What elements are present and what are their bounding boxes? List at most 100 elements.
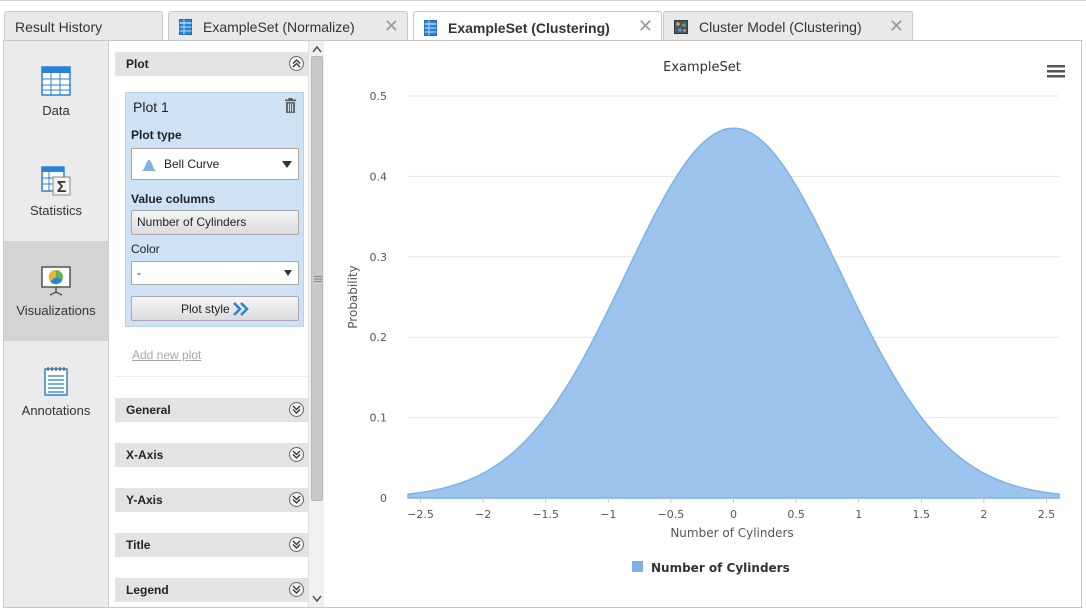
close-icon[interactable]: ✕ xyxy=(637,16,653,36)
plot-1-card: Plot 1 Plot type Bell Curve xyxy=(125,92,304,327)
section-general-header[interactable]: General xyxy=(115,398,308,422)
x-tick-label: −1 xyxy=(600,508,616,521)
data-table-icon xyxy=(41,66,71,96)
tab-label: Cluster Model (Clustering) xyxy=(699,19,862,35)
y-tick-label: 0.1 xyxy=(370,412,388,425)
scroll-up-icon[interactable] xyxy=(311,44,323,56)
tab-bar: Result History ExampleSet (Normalize) ✕ … xyxy=(0,0,1086,43)
sidebar-item-label: Data xyxy=(42,103,70,118)
color-select[interactable]: - xyxy=(131,261,299,285)
panel-scrollbar[interactable] xyxy=(308,41,324,607)
section-title: Title xyxy=(126,538,151,552)
section-legend-header[interactable]: Legend xyxy=(115,578,308,602)
value-columns-field[interactable]: Number of Cylinders xyxy=(131,210,299,235)
visualizations-chart-icon xyxy=(41,266,71,296)
section-title-header[interactable]: Title xyxy=(115,533,308,557)
tab-label: Result History xyxy=(15,19,103,35)
legend-label: Number of Cylinders xyxy=(651,561,790,575)
section-title: X-Axis xyxy=(126,448,164,462)
x-tick-label: 0.5 xyxy=(787,508,805,521)
table-icon xyxy=(424,19,437,36)
annotations-notepad-icon xyxy=(44,367,68,396)
y-tick-label: 0.3 xyxy=(370,251,388,264)
scroll-thumb[interactable] xyxy=(311,56,323,501)
svg-text:Σ: Σ xyxy=(57,179,67,196)
section-x-axis-header[interactable]: X-Axis xyxy=(115,443,308,467)
tab-exampleset-clustering[interactable]: ExampleSet (Clustering) ✕ xyxy=(413,11,662,43)
color-label: Color xyxy=(131,242,160,256)
plot-type-value: Bell Curve xyxy=(164,157,220,171)
expand-icon[interactable] xyxy=(289,492,304,507)
statistics-sigma-icon: Σ xyxy=(41,166,71,196)
close-icon[interactable]: ✕ xyxy=(383,16,399,36)
y-tick-label: 0.5 xyxy=(370,90,388,103)
results-frame: Data Σ Statistics xyxy=(3,40,1082,608)
plot-type-label: Plot type xyxy=(131,128,182,142)
view-sidebar: Data Σ Statistics xyxy=(4,41,109,607)
x-tick-label: 0 xyxy=(730,508,737,521)
section-title: General xyxy=(126,403,171,417)
plot-style-button[interactable]: Plot style xyxy=(131,296,299,321)
sidebar-item-label: Statistics xyxy=(29,203,82,218)
tab-exampleset-normalize[interactable]: ExampleSet (Normalize) ✕ xyxy=(168,11,408,42)
tab-label: ExampleSet (Clustering) xyxy=(448,19,610,36)
x-tick-label: −0.5 xyxy=(658,508,685,521)
x-tick-label: 1 xyxy=(855,508,862,521)
sidebar-item-label: Visualizations xyxy=(16,303,96,318)
sidebar-item-annotations[interactable]: Annotations xyxy=(4,341,108,441)
series-area-number-of-cylinders xyxy=(407,127,1060,499)
tab-result-history[interactable]: Result History xyxy=(4,11,163,42)
expand-icon[interactable] xyxy=(289,582,304,597)
chart-menu-icon[interactable] xyxy=(1047,63,1065,79)
x-tick-label: −2.5 xyxy=(407,508,434,521)
y-tick-label: 0.4 xyxy=(370,170,388,183)
y-axis-label: Probability xyxy=(346,265,360,328)
x-tick-label: −2 xyxy=(475,508,491,521)
sidebar-item-data[interactable]: Data xyxy=(4,41,108,141)
expand-icon[interactable] xyxy=(289,402,304,417)
cluster-model-icon xyxy=(674,20,688,34)
close-icon[interactable]: ✕ xyxy=(888,16,904,36)
x-tick-label: −1.5 xyxy=(532,508,559,521)
plot-type-select[interactable]: Bell Curve xyxy=(131,148,299,180)
divider xyxy=(115,376,308,377)
legend-swatch xyxy=(632,561,643,572)
chevron-down-icon xyxy=(282,161,292,168)
grip-icon xyxy=(314,276,322,282)
legend[interactable]: Number of Cylinders xyxy=(632,561,790,575)
section-title: Plot xyxy=(126,57,149,71)
bell-curve-chart: −2.5 −2 −1.5 −1 −0.5 0 0.5 1 1.5 2 2.5 0 0.1 0.2 0.3 0… xyxy=(346,60,1060,575)
sidebar-item-label: Annotations xyxy=(21,403,91,418)
x-tick-label: 2.5 xyxy=(1038,508,1056,521)
section-title: Legend xyxy=(126,583,169,597)
section-plot-header[interactable]: Plot xyxy=(115,52,308,76)
plot-config-panel: Plot Plot 1 Plot type xyxy=(110,41,308,607)
double-chevron-right-icon xyxy=(233,302,249,316)
x-tick-label: 1.5 xyxy=(913,508,931,521)
chart-title: ExampleSet xyxy=(663,60,741,75)
tab-label: ExampleSet (Normalize) xyxy=(203,19,355,35)
section-title: Y-Axis xyxy=(126,493,163,507)
add-new-plot-link[interactable]: Add new plot xyxy=(132,348,202,362)
table-icon xyxy=(179,19,192,35)
trash-icon[interactable] xyxy=(285,98,296,113)
x-axis-label: Number of Cylinders xyxy=(670,526,793,540)
expand-icon[interactable] xyxy=(289,537,304,552)
tab-cluster-model[interactable]: Cluster Model (Clustering) ✕ xyxy=(663,11,913,42)
sidebar-item-visualizations[interactable]: Visualizations xyxy=(4,241,108,341)
chart-area: −2.5 −2 −1.5 −1 −0.5 0 0.5 1 1.5 2 2.5 0 0.1 0.2 0.3 0… xyxy=(324,41,1081,607)
expand-icon[interactable] xyxy=(289,447,304,462)
plot-title: Plot 1 xyxy=(133,99,169,115)
x-tick-label: 2 xyxy=(980,508,987,521)
value-columns-label: Value columns xyxy=(131,192,216,206)
section-y-axis-header[interactable]: Y-Axis xyxy=(115,488,308,512)
color-value: - xyxy=(137,266,141,280)
chevron-down-icon xyxy=(284,270,292,276)
collapse-icon[interactable] xyxy=(289,56,304,71)
sidebar-item-statistics[interactable]: Σ Statistics xyxy=(4,141,108,241)
bell-curve-icon xyxy=(141,160,157,171)
y-tick-label: 0.2 xyxy=(370,331,388,344)
y-tick-label: 0 xyxy=(380,492,387,505)
scroll-down-icon[interactable] xyxy=(311,592,323,604)
